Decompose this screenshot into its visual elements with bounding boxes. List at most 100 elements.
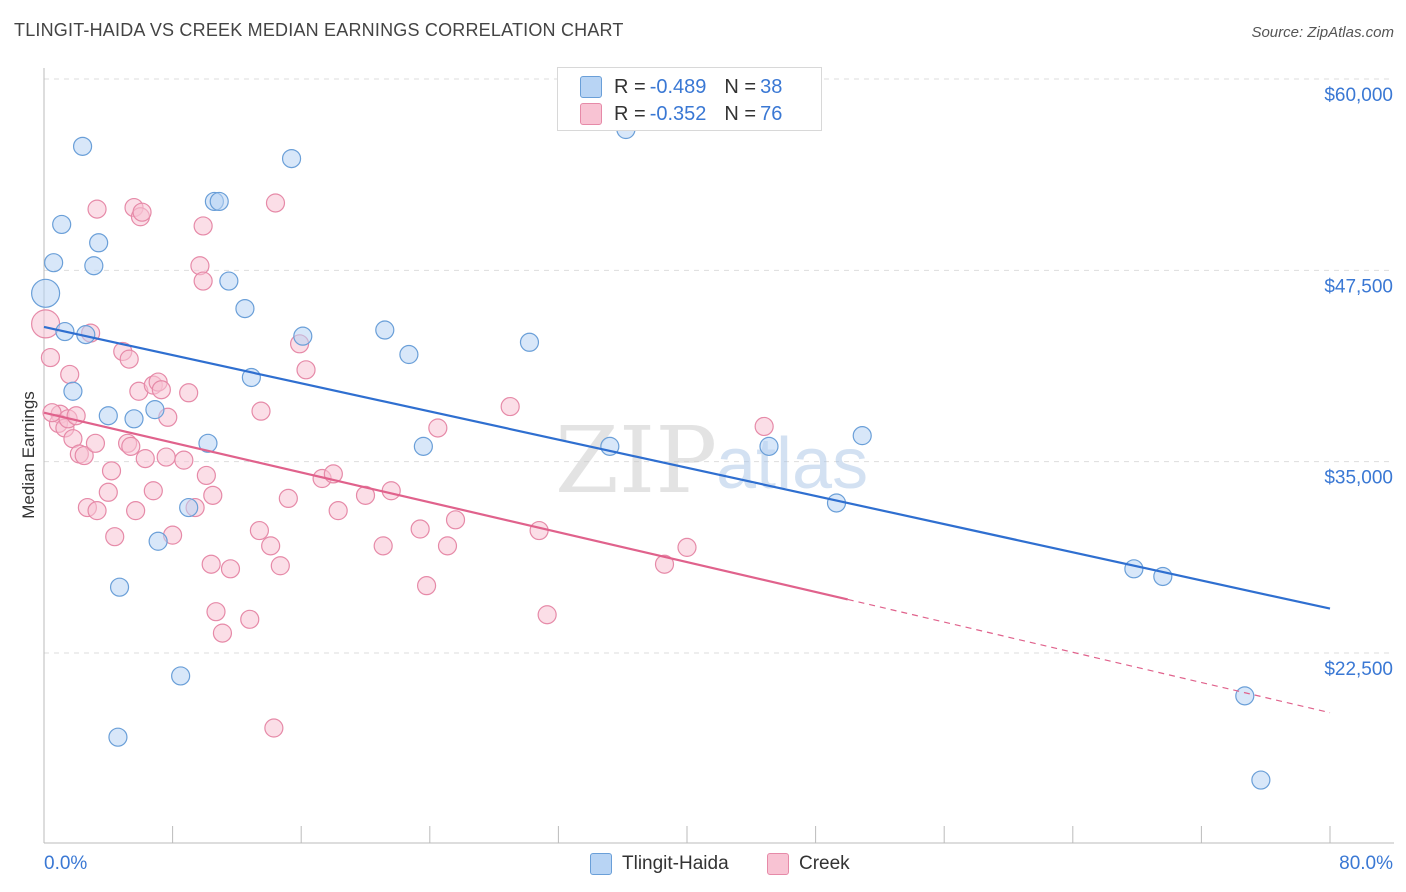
creek-point [249, 520, 270, 541]
stats-legend: R = -0.489 N = 38 R = -0.352 N = 76 [557, 67, 822, 131]
creek-point [270, 556, 290, 576]
creek-point [174, 450, 194, 470]
tlingit-haida-point [1251, 770, 1271, 790]
tlingit-haida-point [413, 436, 433, 456]
creek-point [193, 271, 213, 291]
axes [43, 68, 1394, 844]
creek-point [126, 501, 146, 521]
tlingit-haida-point [209, 191, 229, 212]
creek-point [261, 536, 281, 556]
creek-point [121, 436, 141, 456]
tlingit-haida-point [98, 406, 118, 426]
creek-point [264, 718, 284, 738]
legend-row-creek: R = -0.352 N = 76 [580, 102, 782, 126]
tlingit-haida-point [519, 332, 540, 352]
creek-point [74, 445, 94, 466]
tlingit-haida-swatch [590, 853, 612, 875]
tlingit-haida-point [219, 271, 239, 291]
creek-point [754, 416, 774, 437]
creek-point [98, 482, 118, 502]
creek-point [203, 485, 223, 505]
creek-point [445, 510, 466, 530]
legend-label: Creek [799, 853, 850, 874]
creek-point [654, 554, 675, 574]
creek-point [31, 309, 61, 339]
creek-point [529, 520, 549, 541]
creek-point [85, 433, 106, 453]
creek-point [151, 380, 171, 400]
creek-point [296, 360, 316, 380]
tlingit-haida-point [109, 577, 130, 597]
creek-trend-line [43, 411, 848, 601]
tlingit-haida-point [52, 214, 72, 235]
creek-point [193, 216, 213, 236]
creek-point [265, 193, 286, 213]
creek-point [537, 605, 557, 625]
r-label: R = [614, 102, 646, 125]
y-tick-label: $60,000 [1324, 85, 1393, 106]
tlingit-haida-point [375, 320, 395, 340]
creek-point [60, 364, 80, 385]
y-axis-label: Median Earnings [19, 391, 38, 519]
creek-swatch [767, 853, 789, 875]
creek-swatch [580, 103, 602, 125]
creek-point [156, 447, 176, 467]
tlingit-haida-point [171, 666, 191, 686]
y-tick-label: $22,500 [1324, 659, 1393, 680]
creek-point [132, 202, 152, 222]
tlingit-haida-swatch [580, 76, 602, 98]
creek-point [101, 461, 122, 481]
x-tick-label: 0.0% [44, 853, 87, 874]
n-label: N = [724, 75, 757, 98]
x-tick-labels: 0.0% 80.0% [44, 853, 1393, 874]
creek-point [220, 559, 241, 579]
r-label: R = [614, 75, 646, 98]
y-tick-labels: $22,500 $35,000 $47,500 $60,000 [1324, 85, 1393, 680]
creek-point [373, 536, 393, 556]
x-ticks [43, 826, 1331, 843]
watermark-zip: ZIP [555, 407, 717, 514]
tlingit-haida-point [1235, 686, 1255, 706]
tlingit-haida-point [281, 148, 302, 169]
tlingit-haida-point [108, 727, 128, 747]
creek-point [381, 481, 401, 501]
tlingit-haida-point [1124, 559, 1144, 579]
creek-point [500, 396, 520, 417]
creek-point [212, 623, 233, 643]
creek-point [135, 449, 155, 469]
creek-point [278, 488, 298, 509]
legend-label: Tlingit-Haida [622, 853, 729, 874]
tlingit-haida-point [148, 531, 168, 551]
grid-lines [44, 78, 1394, 654]
bottom-legend-creek: Creek [767, 850, 850, 878]
creek-point [410, 519, 430, 539]
tlingit-haida-point [852, 426, 872, 446]
tlingit-haida-point [89, 233, 109, 253]
creek-point [179, 383, 199, 403]
y-tick-label: $35,000 [1324, 468, 1393, 489]
tlingit-haida-point [63, 381, 83, 401]
creek-point [87, 501, 107, 521]
tlingit-haida-point [31, 278, 61, 308]
n-label: N = [724, 102, 757, 125]
legend-row-tlingit-haida: R = -0.489 N = 38 [580, 75, 782, 99]
creek-point [40, 347, 61, 368]
chart-title: TLINGIT-HAIDA VS CREEK MEDIAN EARNINGS C… [14, 20, 624, 40]
tlingit-haida-point [72, 136, 93, 156]
n-value: 38 [760, 75, 783, 98]
tlingit-haida-point [293, 326, 313, 346]
creek-point [119, 349, 139, 369]
creek-point [196, 465, 216, 486]
tlingit-haida-point [124, 409, 144, 429]
source-label: Source: ZipAtlas.com [1251, 24, 1394, 41]
creek-point [677, 537, 697, 557]
watermark-atlas: atlas [716, 424, 868, 504]
creek-point [206, 602, 226, 622]
creek-point [105, 527, 125, 547]
creek-point [251, 401, 271, 421]
tlingit-haida-point [198, 433, 218, 453]
creek-trend-line-extension [847, 598, 1331, 714]
creek-point [428, 418, 448, 438]
tlingit-haida-point [179, 497, 199, 518]
